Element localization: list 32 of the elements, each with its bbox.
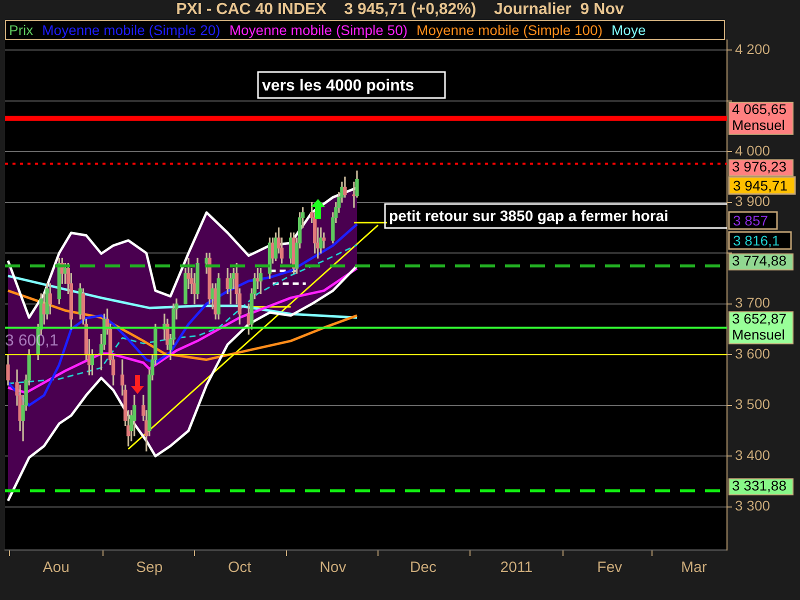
text: Moye — [612, 22, 646, 38]
annotation: vers les 4000 points — [262, 77, 414, 94]
y-tick-label: 3 400 — [735, 446, 770, 463]
text: Moyenne mobile (Simple 100) — [416, 22, 603, 38]
x-tick-label: Mar — [680, 559, 707, 576]
text: Prix — [9, 22, 34, 38]
text: Moyenne mobile (Simple 50) — [229, 22, 408, 38]
text: Moyenne mobile (Simple 20) — [42, 22, 220, 38]
x-tick-label: Nov — [320, 559, 347, 576]
x-tick-label: Sep — [136, 559, 163, 576]
ref-line-label: 3 331,88 — [732, 478, 787, 494]
y-tick-label: 3 600 — [735, 345, 770, 362]
y-tick-label: 3 900 — [735, 193, 770, 210]
y-tick-label: 3 300 — [735, 498, 770, 514]
ref-line-label: 3 652,87 Mensuel — [732, 310, 787, 343]
y-tick-label: 3 500 — [735, 396, 770, 412]
text: 3 857 — [733, 212, 768, 228]
y-tick-label: 4 000 — [735, 142, 770, 158]
text: 3 816,1 — [733, 232, 780, 248]
ref-line-label: 3 976,23 — [732, 158, 787, 175]
x-tick-label: Fev — [597, 559, 623, 576]
x-tick-label: 2011 — [500, 559, 533, 576]
y-tick-label: 3 700 — [735, 294, 770, 311]
y-tick-label: 4 200 — [735, 41, 770, 58]
ref-line-label: 3 774,88 — [732, 252, 787, 269]
text: 3 945,71 — [733, 177, 788, 194]
ref-line-label: 4 065,65 Mensuel — [732, 101, 787, 134]
x-tick-label: Dec — [410, 559, 437, 576]
annotation: petit retour sur 3850 gap a fermer horai — [389, 208, 668, 226]
x-tick-label: Aou — [42, 559, 70, 576]
x-tick-label: Oct — [228, 559, 252, 576]
chart-title: PXI - CAC 40 INDEX 3 945,71 (+0,82%) Journalier 9 Nov — [175, 1, 625, 19]
